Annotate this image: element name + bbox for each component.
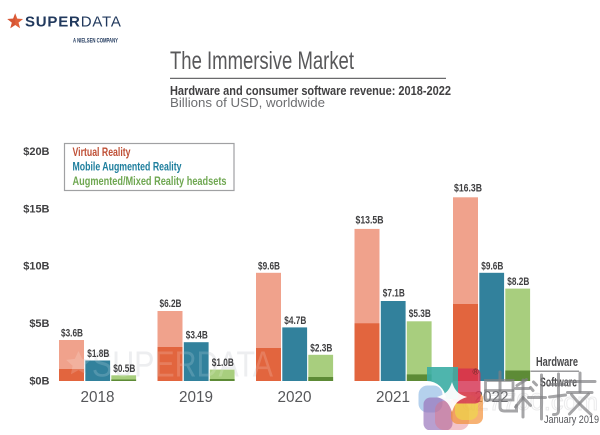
svg-text:$20B: $20B — [23, 146, 49, 158]
svg-text:$5.3B: $5.3B — [409, 308, 431, 320]
svg-text:2018: 2018 — [81, 389, 115, 406]
svg-text:$4.7B: $4.7B — [284, 315, 306, 327]
svg-text:2021: 2021 — [376, 389, 410, 406]
svg-text:$13.5B: $13.5B — [356, 215, 384, 227]
svg-text:$16.3B: $16.3B — [454, 183, 482, 195]
svg-text:2020: 2020 — [278, 389, 312, 406]
svg-text:$3.4B: $3.4B — [186, 330, 208, 342]
svg-text:2019: 2019 — [179, 389, 213, 406]
svg-text:A NIELSEN COMPANY: A NIELSEN COMPANY — [73, 38, 118, 45]
svg-text:The Immersive Market: The Immersive Market — [170, 47, 354, 75]
svg-text:$1.8B: $1.8B — [87, 348, 109, 360]
svg-text:$3.6B: $3.6B — [61, 328, 83, 340]
svg-text:Mobile Augmented Reality: Mobile Augmented Reality — [73, 160, 182, 174]
svg-text:Hardware: Hardware — [536, 355, 578, 369]
svg-text:$7.1B: $7.1B — [383, 288, 405, 300]
svg-text:$5B: $5B — [29, 318, 49, 330]
svg-text:$6.2B: $6.2B — [160, 298, 182, 310]
svg-text:$9.6B: $9.6B — [481, 260, 503, 272]
svg-text:SUPERDATA: SUPERDATA — [92, 344, 273, 385]
svg-text:$8.2B: $8.2B — [507, 276, 529, 288]
svg-text:January 2019: January 2019 — [544, 414, 599, 426]
svg-text:Virtual Reality: Virtual Reality — [73, 145, 131, 159]
svg-text:$2.3B: $2.3B — [310, 342, 332, 354]
svg-text:$0.5B: $0.5B — [113, 363, 135, 375]
svg-text:Augmented/Mixed Reality headse: Augmented/Mixed Reality headsets — [73, 174, 227, 188]
svg-text:Billions of USD, worldwide: Billions of USD, worldwide — [170, 96, 325, 110]
svg-text:®: ® — [473, 367, 480, 377]
svg-text:$0B: $0B — [29, 375, 49, 387]
svg-text:$10B: $10B — [23, 261, 49, 273]
svg-text:SUPERDATA: SUPERDATA — [25, 14, 122, 31]
svg-text:$9.6B: $9.6B — [258, 260, 280, 272]
svg-text:Hardware and consumer software: Hardware and consumer software revenue: … — [170, 84, 451, 98]
svg-text:$15B: $15B — [23, 203, 49, 215]
svg-text:$1.0B: $1.0B — [212, 357, 234, 369]
